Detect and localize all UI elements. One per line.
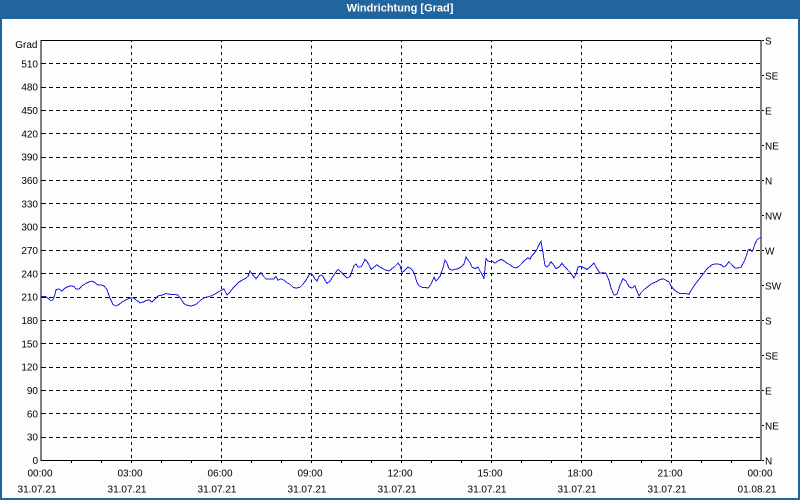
- svg-text:SE: SE: [765, 71, 779, 82]
- svg-text:S: S: [765, 36, 772, 47]
- svg-text:31.07.21: 31.07.21: [468, 485, 507, 496]
- svg-text:W: W: [765, 246, 775, 257]
- svg-text:30: 30: [27, 433, 39, 444]
- svg-text:330: 330: [21, 199, 38, 210]
- svg-text:270: 270: [21, 246, 38, 257]
- svg-text:NW: NW: [765, 211, 782, 222]
- svg-text:N: N: [765, 456, 772, 467]
- svg-text:480: 480: [21, 83, 38, 94]
- svg-text:SW: SW: [765, 281, 782, 292]
- svg-text:31.07.21: 31.07.21: [288, 485, 327, 496]
- svg-text:SE: SE: [765, 351, 779, 362]
- svg-text:360: 360: [21, 176, 38, 187]
- svg-text:21:00: 21:00: [657, 469, 682, 480]
- svg-text:E: E: [765, 386, 772, 397]
- svg-text:180: 180: [21, 316, 38, 327]
- svg-text:300: 300: [21, 223, 38, 234]
- svg-text:NE: NE: [765, 141, 779, 152]
- svg-text:01.08.21: 01.08.21: [738, 485, 777, 496]
- svg-text:03:00: 03:00: [117, 469, 142, 480]
- svg-text:06:00: 06:00: [207, 469, 232, 480]
- svg-text:31.07.21: 31.07.21: [18, 485, 57, 496]
- svg-text:420: 420: [21, 129, 38, 140]
- svg-text:00:00: 00:00: [747, 469, 772, 480]
- svg-text:Windrichtung [Grad]: Windrichtung [Grad]: [347, 3, 454, 15]
- svg-text:09:00: 09:00: [297, 469, 322, 480]
- svg-text:210: 210: [21, 293, 38, 304]
- svg-text:390: 390: [21, 153, 38, 164]
- svg-text:31.07.21: 31.07.21: [648, 485, 687, 496]
- svg-text:Grad: Grad: [15, 40, 37, 51]
- svg-text:90: 90: [27, 386, 39, 397]
- svg-text:00:00: 00:00: [27, 469, 52, 480]
- svg-text:31.07.21: 31.07.21: [198, 485, 237, 496]
- svg-text:18:00: 18:00: [567, 469, 592, 480]
- svg-text:S: S: [765, 316, 772, 327]
- svg-text:0: 0: [32, 456, 38, 467]
- svg-text:120: 120: [21, 363, 38, 374]
- svg-text:450: 450: [21, 106, 38, 117]
- svg-text:31.07.21: 31.07.21: [108, 485, 147, 496]
- svg-text:12:00: 12:00: [387, 469, 412, 480]
- svg-text:510: 510: [21, 59, 38, 70]
- svg-text:N: N: [765, 176, 772, 187]
- svg-text:NE: NE: [765, 421, 779, 432]
- svg-text:31.07.21: 31.07.21: [378, 485, 417, 496]
- svg-text:60: 60: [27, 409, 39, 420]
- svg-text:15:00: 15:00: [477, 469, 502, 480]
- svg-text:31.07.21: 31.07.21: [558, 485, 597, 496]
- svg-text:150: 150: [21, 339, 38, 350]
- svg-text:240: 240: [21, 269, 38, 280]
- svg-text:E: E: [765, 106, 772, 117]
